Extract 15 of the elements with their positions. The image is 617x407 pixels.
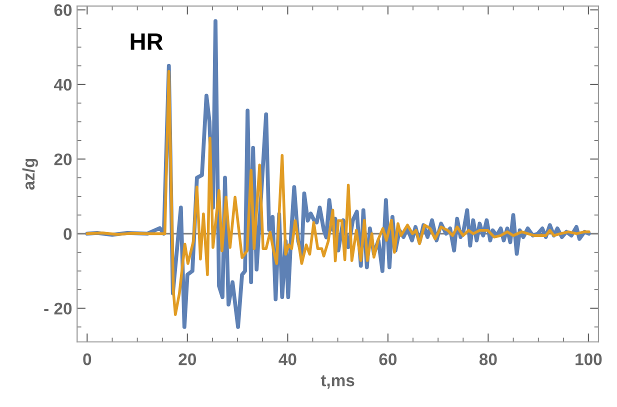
y-tick-label: 40 — [54, 78, 72, 91]
y-tick-label: 0 — [64, 228, 72, 240]
line-series — [86, 70, 590, 316]
x-tick-label: 20 — [178, 353, 196, 366]
y-tick-label: - 20 — [44, 302, 72, 315]
annotation: HR — [130, 34, 163, 50]
x-tick-label: 60 — [379, 353, 397, 366]
x-tick-label: 0 — [83, 353, 92, 366]
x-axis-title: t,ms — [320, 375, 354, 389]
y-axis-title: az/g — [22, 158, 38, 190]
x-tick-label: 100 — [576, 353, 602, 366]
y-tick-label: 60 — [54, 4, 72, 16]
y-tick-label: 20 — [54, 153, 72, 166]
x-tick-label: 80 — [479, 353, 497, 366]
x-tick-label: 40 — [278, 353, 296, 366]
